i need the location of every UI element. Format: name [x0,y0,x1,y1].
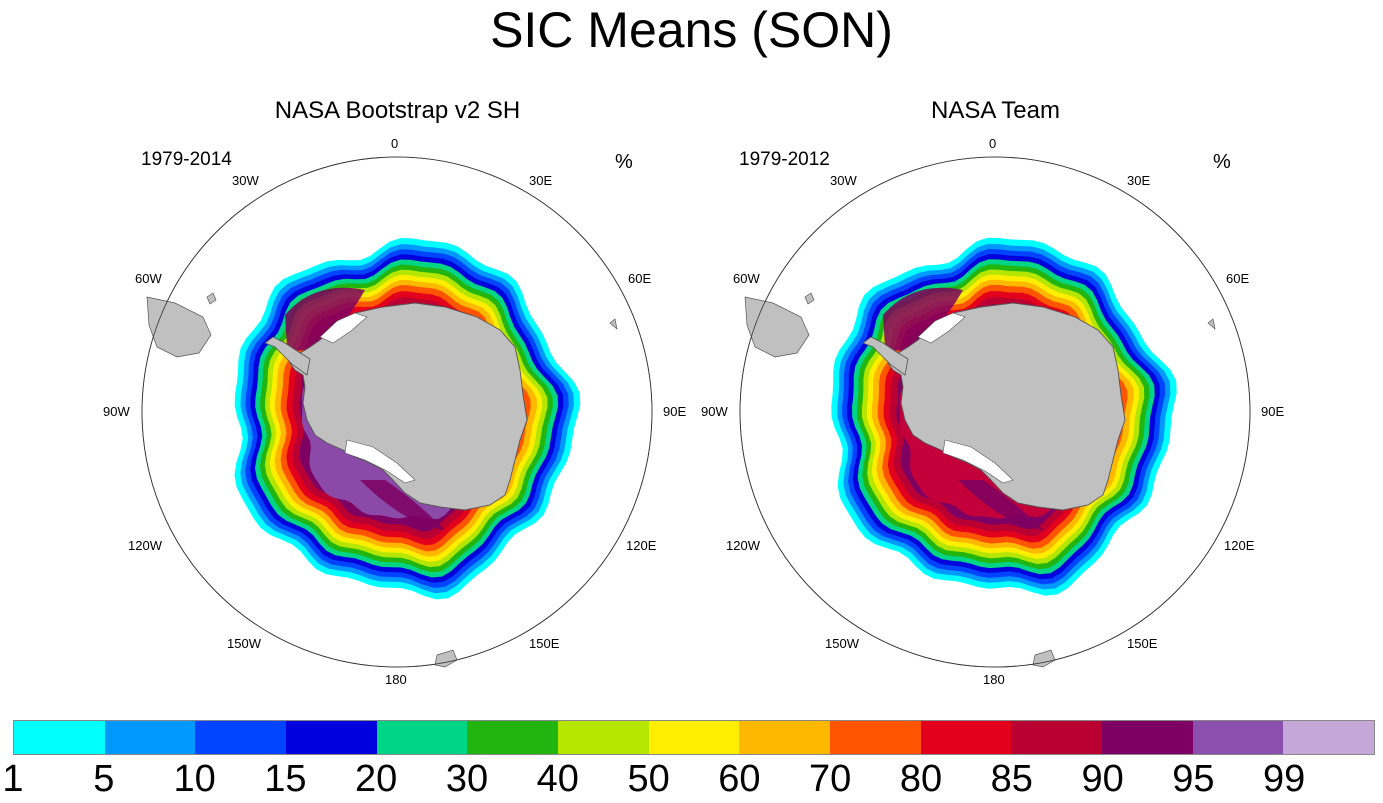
polar-map [739,156,1251,668]
period-label: 1979-2014 [141,149,232,170]
colorbar-swatch [648,721,740,754]
lon-label-90w: 90W [701,404,728,419]
lon-label-30e: 30E [1127,173,1151,188]
panel-title: NASA Bootstrap v2 SH [274,97,521,124]
figure-title: SIC Means (SON) [490,2,893,58]
lon-label-60e: 60E [628,271,652,286]
colorbar-swatch [920,721,1012,754]
colorbar-label: 10 [173,758,216,800]
lon-label-90e: 90E [663,404,687,419]
colorbar-swatch [1192,721,1284,754]
colorbar-label: 90 [1081,758,1124,800]
lon-label-120e: 120E [626,538,657,553]
panel-title: NASA Team [931,97,1060,124]
colorbar-label: 85 [990,758,1033,800]
colorbar-label: 70 [809,758,852,800]
colorbar-label: 5 [93,758,115,800]
lon-label-150w: 150W [825,636,859,651]
antarctic-peninsula-landmass [862,336,909,376]
colorbar-label: 30 [445,758,489,800]
new-zealand-landmass [1032,649,1056,668]
ross-ice-shelf [942,439,1014,484]
units-label: % [615,151,633,173]
colorbar-swatch [1102,721,1193,754]
island-landmass [1207,318,1216,330]
south-america-landmass [744,296,810,358]
lon-label-60e: 60E [1226,271,1250,286]
colorbar [13,720,1375,755]
lon-label-120w: 120W [128,538,162,553]
colorbar-labels: 1 5 10 15 20 30 40 50 60 70 80 85 90 95 99 [0,758,1383,803]
colorbar-label: 15 [264,758,307,800]
island-landmass [804,292,815,305]
ross-ice-shelf [344,439,416,484]
new-zealand-landmass [434,649,458,668]
colorbar-swatch [1283,721,1375,754]
ross-sea-ice-patch [360,480,445,530]
colorbar-label: 1 [2,758,24,800]
map-panel-bootstrap: NASA Bootstrap v2 SH 1979-2014 % 0 30E 6… [103,85,686,695]
map-panel-nasa-team: NASA Team 1979-2012 % 0 30E 60E 90E 120E… [701,85,1284,695]
colorbar-label: 40 [536,758,579,800]
lon-label-150e: 150E [529,636,560,651]
colorbar-swatch [195,721,287,754]
colorbar-label: 60 [718,758,761,800]
period-label: 1979-2012 [739,149,830,170]
lon-label-150e: 150E [1127,636,1158,651]
colorbar-swatch [558,721,649,754]
lon-label-60w: 60W [135,271,162,286]
colorbar-swatch [14,721,105,754]
colorbar-swatch [467,721,559,754]
colorbar-swatch [104,721,196,754]
weddell-sea-ice-patch [285,287,365,351]
lon-label-90e: 90E [1261,404,1285,419]
lon-label-30e: 30E [529,173,553,188]
colorbar-swatch [830,721,921,754]
map-outline [739,156,1251,668]
antarctic-peninsula-landmass [264,336,311,376]
ronne-ice-shelf [917,312,966,344]
ross-sea-ice-patch [958,480,1043,530]
lon-label-120w: 120W [726,538,760,553]
lon-label-60w: 60W [733,271,760,286]
lon-label-30w: 30W [232,173,259,188]
lon-label-0: 0 [391,136,399,151]
units-label: % [1213,151,1231,173]
lon-label-180: 180 [385,672,407,687]
weddell-sea-ice-patch [883,287,963,351]
lon-label-150w: 150W [227,636,261,651]
colorbar-label: 80 [899,758,943,800]
map-outline [141,156,653,668]
colorbar-swatch [286,721,377,754]
lon-label-30w: 30W [830,173,857,188]
antarctica-landmass [887,302,1126,511]
colorbar-label: 20 [355,758,398,800]
colorbar-swatch [1011,721,1103,754]
ronne-ice-shelf [319,312,368,344]
colorbar-swatch [376,721,468,754]
colorbar-label: 50 [627,758,670,800]
colorbar-swatch [739,721,831,754]
lon-label-0: 0 [989,136,997,151]
antarctica-landmass [289,302,528,511]
colorbar-label: 95 [1172,758,1215,800]
south-america-landmass [146,296,212,358]
lon-label-120e: 120E [1224,538,1255,553]
lon-label-180: 180 [983,672,1005,687]
island-landmass [206,292,217,305]
colorbar-label: 99 [1263,758,1306,800]
island-landmass [609,318,618,330]
lon-label-90w: 90W [103,404,130,419]
polar-map [141,156,653,668]
